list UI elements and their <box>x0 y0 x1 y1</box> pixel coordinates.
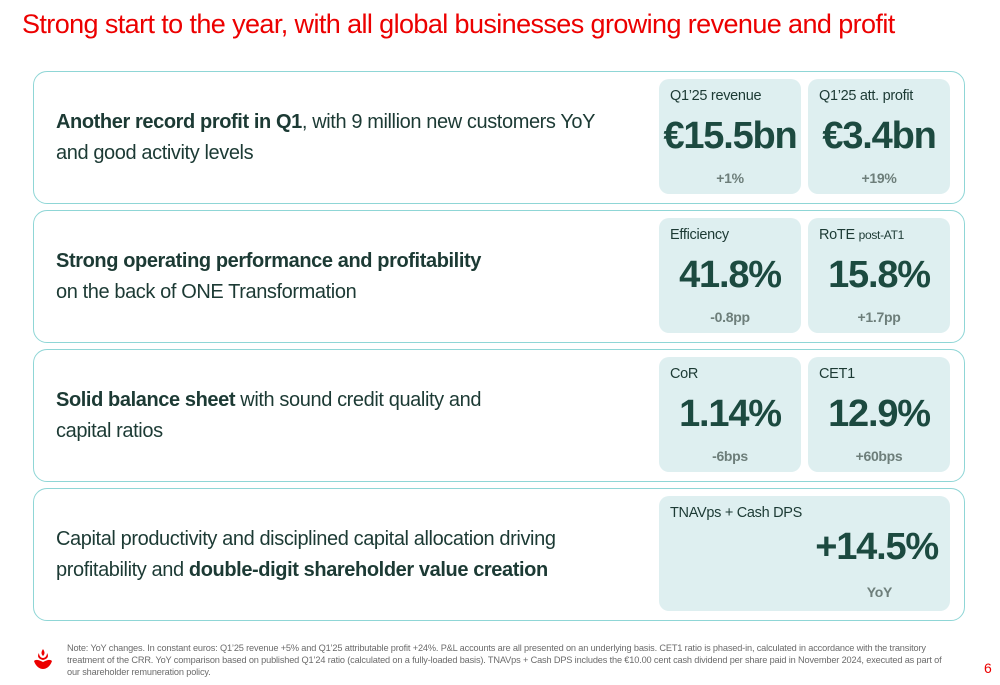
highlight-row-shareholder-value: Capital productivity and disciplined cap… <box>33 488 965 621</box>
row-text-bold: Another record profit in Q1 <box>56 110 302 133</box>
row-text-rest: on the back of ONE Transformation <box>56 280 357 303</box>
row-text-bold: double-digit shareholder value creation <box>188 558 548 581</box>
kpi-delta: +1.7pp <box>857 309 901 325</box>
kpi-label: Efficiency <box>670 227 729 243</box>
row-text-rest: , with 9 million new customers YoY and g… <box>56 110 595 164</box>
highlight-row-profit: Another record profit in Q1, with 9 mill… <box>33 71 965 204</box>
kpi-label: CET1 <box>819 366 855 382</box>
kpi-label-main: RoTE <box>819 227 855 243</box>
highlight-row-operating: Strong operating performance and profita… <box>33 210 965 343</box>
kpi-value: 15.8% <box>828 254 931 296</box>
row-text: Strong operating performance and profita… <box>56 246 616 308</box>
row-text: Solid balance sheet with sound credit qu… <box>56 385 496 447</box>
page-title: Strong start to the year, with all globa… <box>22 9 895 39</box>
footnote: Note: YoY changes. In constant euros: Q1… <box>67 643 942 677</box>
kpi-card-tnavps: TNAVps + Cash DPS +14.5% YoY <box>659 496 950 611</box>
kpi-value: 41.8% <box>679 254 782 296</box>
row-text: Another record profit in Q1, with 9 mill… <box>56 107 616 169</box>
kpi-delta: -0.8pp <box>710 309 750 325</box>
kpi-label-suffix: post-AT1 <box>858 228 905 242</box>
row-text-pre: Capital productivity and disciplined cap… <box>56 527 556 581</box>
kpi-value: 12.9% <box>828 393 931 435</box>
kpi-delta: +60bps <box>855 448 903 464</box>
kpi-label: RoTE post-AT1 <box>819 227 904 243</box>
row-text-rest: with sound credit quality and capital ra… <box>56 388 482 442</box>
kpi-delta: -6bps <box>712 448 748 464</box>
kpi-label: Q1’25 att. profit <box>819 88 914 104</box>
kpi-label: CoR <box>670 366 699 382</box>
kpi-card-cet1: CET1 12.9% +60bps <box>808 357 950 472</box>
highlight-row-balance-sheet: Solid balance sheet with sound credit qu… <box>33 349 965 482</box>
row-text-bold: Solid balance sheet <box>56 388 236 411</box>
kpi-value: €3.4bn <box>822 115 936 157</box>
kpi-delta: +19% <box>861 170 897 186</box>
row-text: Capital productivity and disciplined cap… <box>56 524 576 586</box>
kpi-card-revenue: Q1’25 revenue €15.5bn +1% <box>659 79 801 194</box>
kpi-label: Q1’25 revenue <box>670 88 762 104</box>
kpi-card-att-profit: Q1’25 att. profit €3.4bn +19% <box>808 79 950 194</box>
row-text-bold: Strong operating performance and profita… <box>56 249 481 272</box>
kpi-value: +14.5% <box>815 526 939 568</box>
kpi-card-cor: CoR 1.14% -6bps <box>659 357 801 472</box>
kpi-value: €15.5bn <box>663 115 797 157</box>
kpi-label: TNAVps + Cash DPS <box>670 505 803 521</box>
flame-logo-icon <box>34 649 52 669</box>
kpi-value: 1.14% <box>679 393 782 435</box>
kpi-card-rote: RoTE post-AT1 15.8% +1.7pp <box>808 218 950 333</box>
kpi-card-efficiency: Efficiency 41.8% -0.8pp <box>659 218 801 333</box>
kpi-delta: +1% <box>716 170 744 186</box>
kpi-delta: YoY <box>866 584 893 600</box>
page-number: 6 <box>984 660 992 676</box>
